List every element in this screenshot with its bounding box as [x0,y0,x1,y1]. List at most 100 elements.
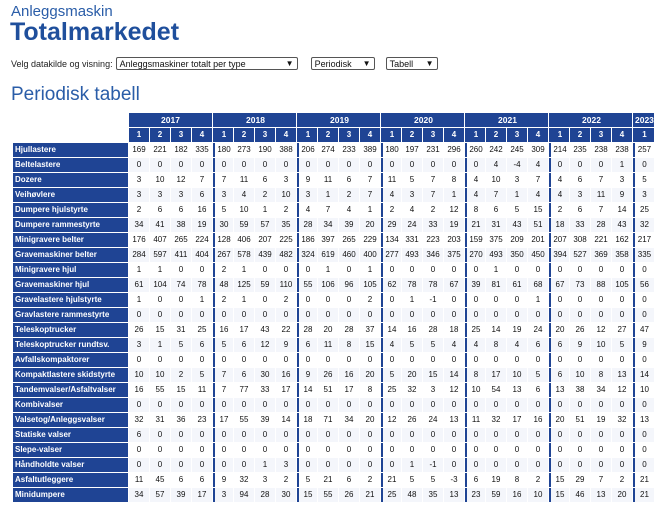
table-cell: 324 [297,248,317,262]
table-cell: 19 [591,413,611,427]
table-cell: 0 [423,398,443,412]
table-cell: 0 [465,158,485,172]
table-row: Hjullastere 169 221 182 335 180 273 190 388 206 27… [13,143,654,157]
table-cell: 57 [255,218,275,232]
table-cell: 225 [276,233,296,247]
table-cell: 1 [360,263,380,277]
table-cell: 411 [171,248,191,262]
table-cell: 14 [276,413,296,427]
table-cell: 3 [213,488,233,502]
table-cell: 0 [297,458,317,472]
table-cell: 35 [423,488,443,502]
view-select[interactable]: Tabell ▼ [385,57,438,70]
table-cell: 6 [192,473,212,487]
table-cell: 597 [150,248,170,262]
table-cell: 0 [381,308,401,322]
period-select[interactable]: Periodisk ▼ [310,57,375,70]
quarter-header: 3 [507,128,527,142]
row-label: Beltelastere [13,158,128,172]
table-cell: 39 [339,218,359,232]
row-label: Statiske valser [13,428,128,442]
table-cell: 0 [213,308,233,322]
table-cell: 0 [192,353,212,367]
source-select-value: Anleggsmaskiner totalt per type [119,58,246,69]
table-cell: 5 [171,338,191,352]
table-cell: 25 [381,383,401,397]
table-cell: 32 [402,383,422,397]
header-corner [13,128,128,142]
table-cell: 4 [549,188,569,202]
table-cell: 0 [591,458,611,472]
table-cell: 13 [444,413,464,427]
table-cell: 14 [444,368,464,382]
table-cell: 8 [486,338,506,352]
table-row: Tandemvalser/Asfaltvalser 16 55 15 11 7 77 33 17… [13,383,654,397]
table-cell: 20 [360,218,380,232]
table-cell: 20 [549,323,569,337]
table-cell: 7 [360,188,380,202]
table-cell: 12 [444,203,464,217]
table-cell: 2 [381,203,401,217]
table-cell: 1 [402,458,422,472]
table-cell: 169 [129,143,149,157]
table-cell: 22 [276,323,296,337]
table-cell: 2 [276,203,296,217]
table-cell: 12 [255,338,275,352]
table-row: Valsetog/Anleggsvalser 32 31 36 23 17 55 39 14 18… [13,413,654,427]
table-cell: 6 [192,338,212,352]
table-cell: 17 [234,323,254,337]
table-cell: 0 [255,443,275,457]
table-cell: 7 [213,383,233,397]
table-cell: 18 [549,218,569,232]
table-cell: 7 [213,368,233,382]
table-cell: 96 [339,278,359,292]
table-cell: 125 [234,278,254,292]
table-cell: 26 [402,413,422,427]
table-cell: 6 [339,173,359,187]
table-cell: 30 [255,368,275,382]
table-cell: 0 [360,458,380,472]
table-cell: 2 [360,293,380,307]
table-cell: 10 [486,173,506,187]
table-cell: 9 [276,338,296,352]
table-cell: 1 [234,263,254,277]
table-cell: 3 [297,188,317,202]
table-cell: 10 [129,368,149,382]
table-cell: 0 [339,293,359,307]
table-cell: 17 [507,413,527,427]
table-cell: 24 [423,413,443,427]
quarter-header: 1 [633,128,654,142]
source-select[interactable]: Anleggsmaskiner totalt per type ▼ [115,57,298,70]
table-cell: 13 [591,488,611,502]
table-cell: 0 [486,353,506,367]
table-row: Dozere 3 10 12 7 7 11 6 3 9 11 6 7 11 5 7 8 4 10 3 7 4 6 7 3 5 [13,173,654,187]
table-cell: 8 [339,338,359,352]
table-cell: 9 [612,188,632,202]
table-cell: 350 [507,248,527,262]
table-cell: 11 [192,383,212,397]
table-row: Avfallskompaktorer 0 0 0 0 0 0 0 0 0 0 0 0 0 0 0 0 0 0 0 0 0 0… [13,353,654,367]
table-cell: 1 [234,293,254,307]
table-cell: 0 [150,458,170,472]
period-select-value: Periodisk [314,58,352,69]
table-cell: 14 [633,368,654,382]
table-cell: 0 [171,458,191,472]
table-cell: 6 [570,173,590,187]
table-cell: 4 [234,188,254,202]
table-cell: 369 [591,248,611,262]
table-cell: 0 [633,158,654,172]
row-label: Minigravere belter [13,233,128,247]
table-cell: 128 [213,233,233,247]
table-cell: 0 [213,443,233,457]
table-cell: 4 [444,338,464,352]
table-cell: 2 [129,203,149,217]
table-cell: 0 [633,353,654,367]
table-cell: 406 [234,233,254,247]
table-cell: 0 [129,308,149,322]
table-cell: 0 [612,443,632,457]
table-cell: 0 [276,158,296,172]
table-cell: 0 [465,353,485,367]
table-cell: 231 [423,143,443,157]
table-cell: 0 [612,263,632,277]
table-cell: 0 [171,308,191,322]
